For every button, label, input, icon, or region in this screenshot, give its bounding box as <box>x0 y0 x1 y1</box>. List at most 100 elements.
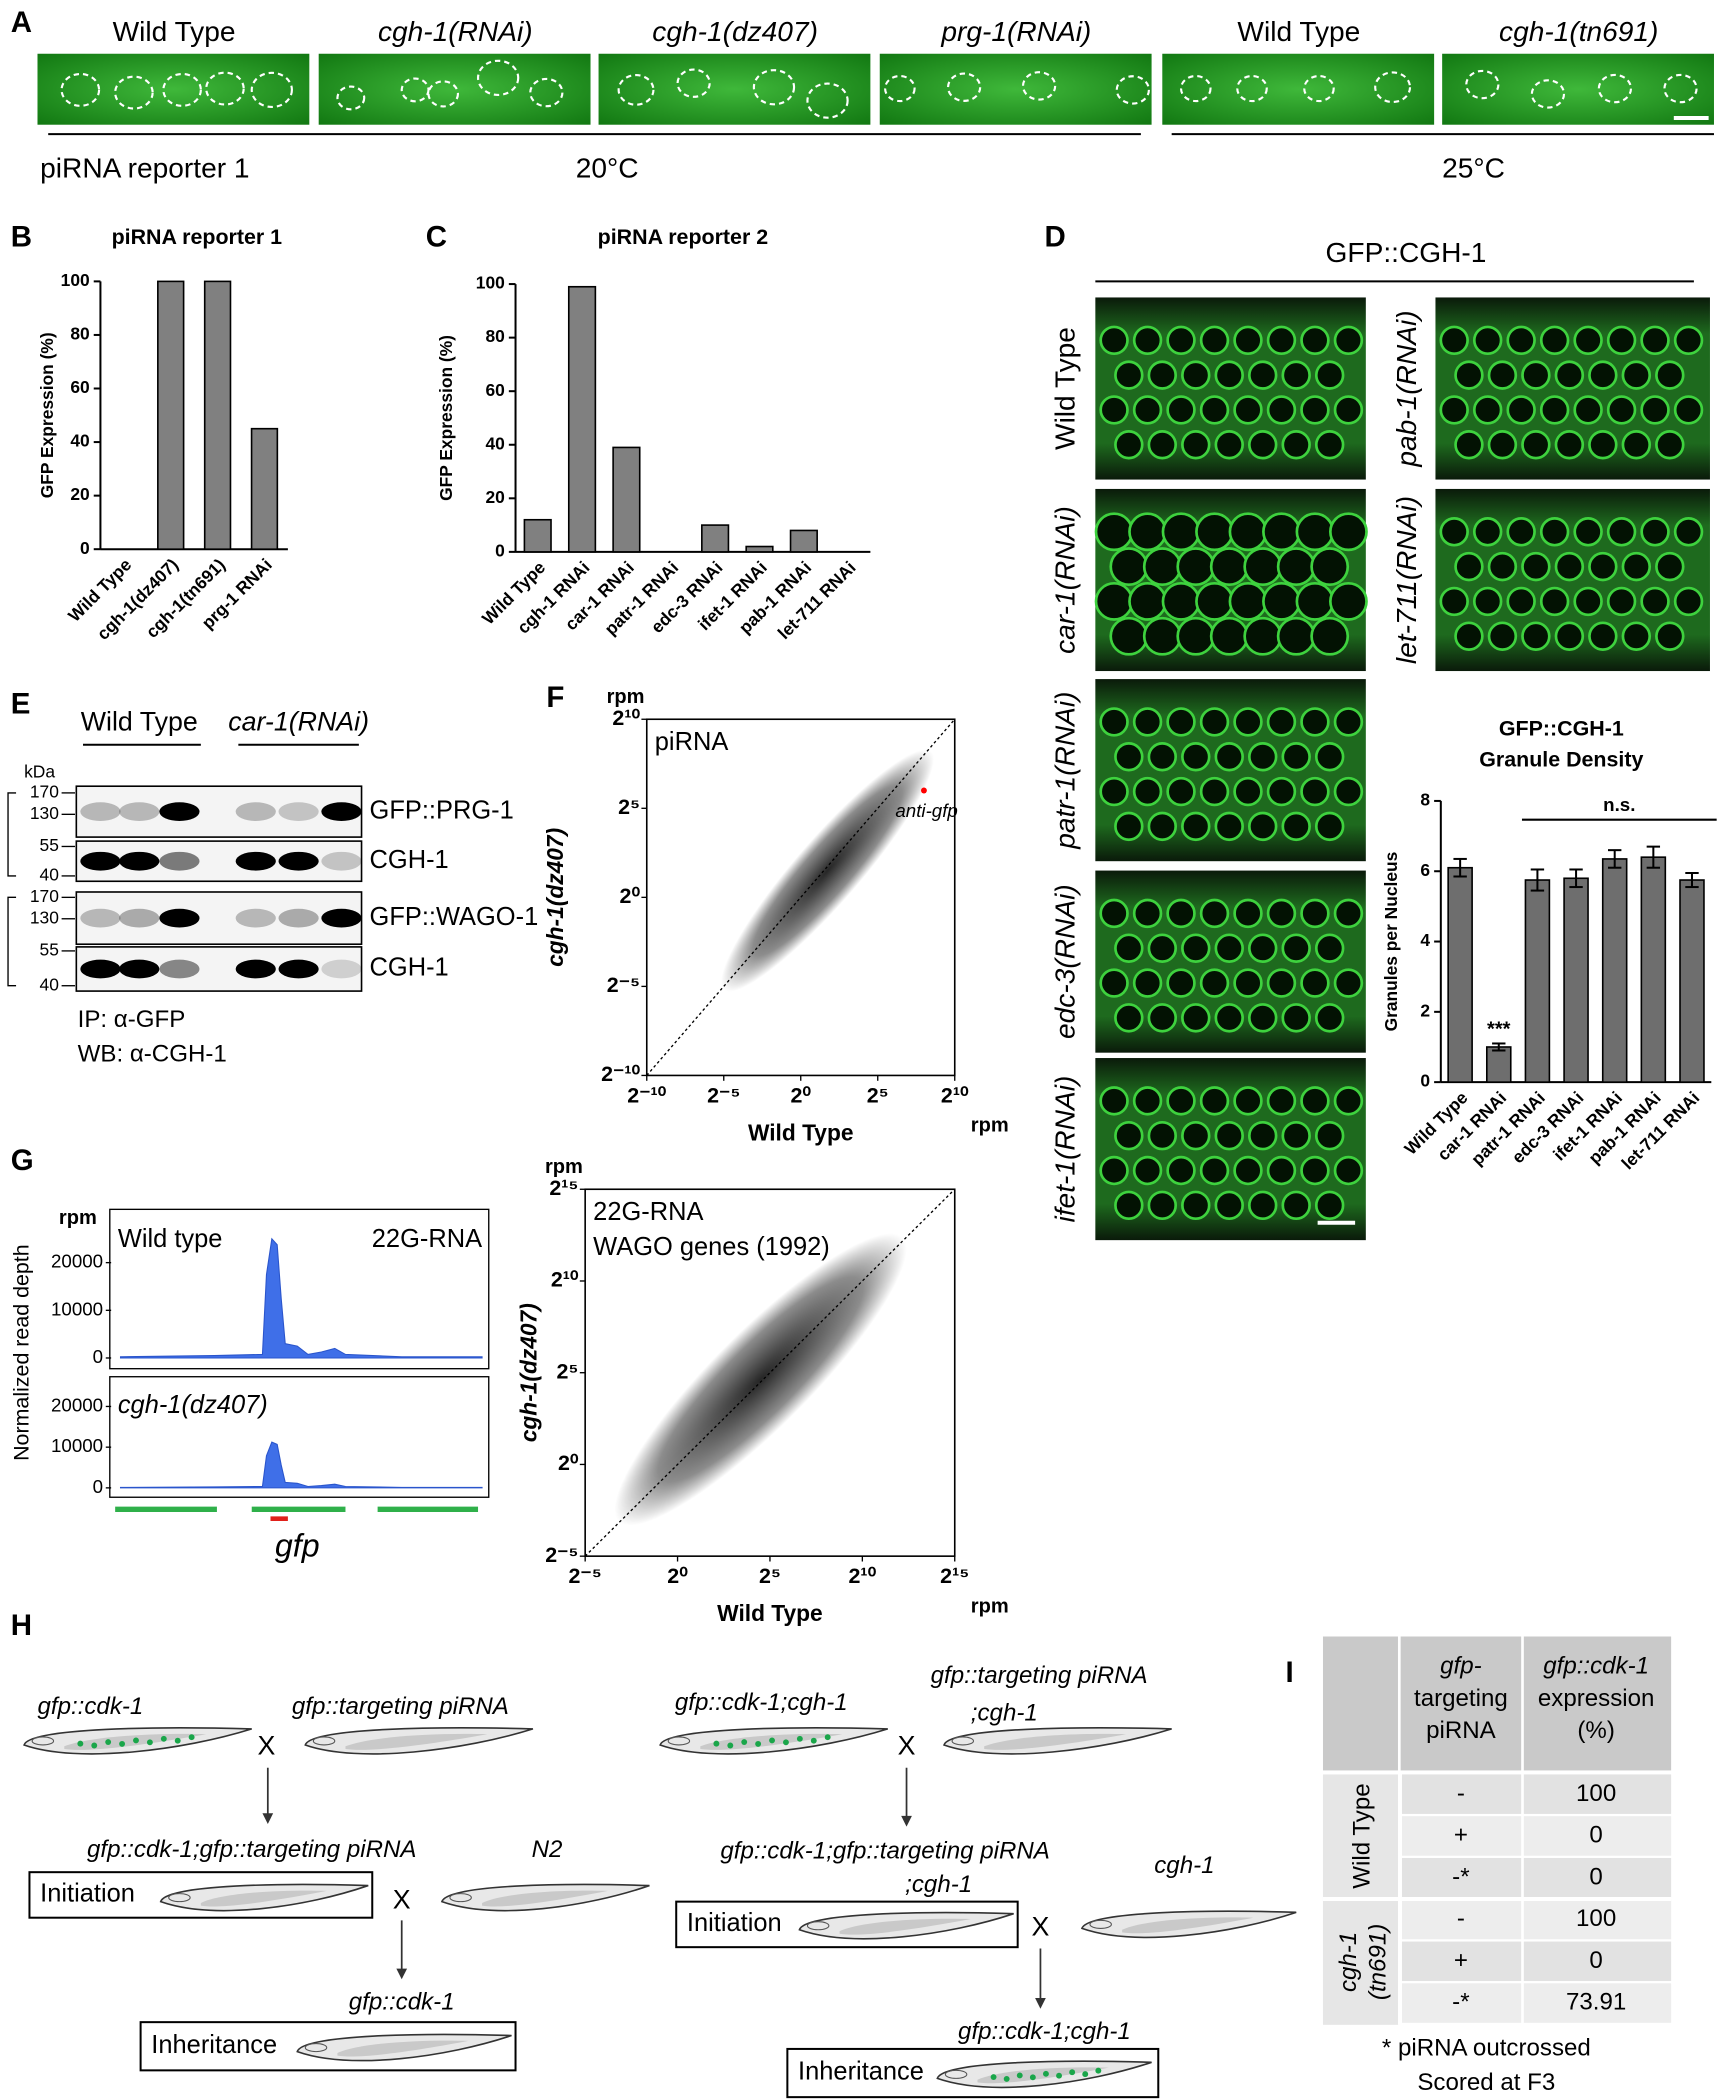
y-tick-label: 2⁵ <box>618 795 640 819</box>
nucleus <box>1181 360 1211 390</box>
panel-label: E <box>11 688 31 721</box>
gfp-nucleus <box>769 1737 775 1744</box>
group-label: Wild Type <box>81 706 198 736</box>
nucleus <box>1673 325 1704 356</box>
nucleus <box>1276 547 1316 587</box>
y-axis-label: GFP Expression (%) <box>37 332 57 498</box>
pharynx <box>667 1736 691 1746</box>
nucleus <box>1640 325 1670 356</box>
nucleus <box>1132 1086 1163 1116</box>
nucleus <box>1247 430 1278 460</box>
nucleus <box>1300 325 1330 356</box>
nucleus <box>1310 616 1350 656</box>
x-tick-label: 2⁰ <box>791 1084 812 1108</box>
nucleus <box>1588 430 1618 460</box>
bar <box>612 446 641 553</box>
axis-unit: rpm <box>545 1156 583 1178</box>
nucleus <box>1673 586 1704 617</box>
marker-label: 170 <box>30 781 59 801</box>
gfp-nucleus <box>810 1737 817 1744</box>
nucleus <box>1247 1003 1278 1033</box>
nucleus <box>1243 616 1283 656</box>
blot-band <box>119 851 160 871</box>
nucleus <box>1094 582 1134 621</box>
table-header-cell: (%) <box>1577 1717 1614 1744</box>
panel-label: C <box>426 220 447 253</box>
bar <box>1447 866 1473 1083</box>
nucleus <box>1247 360 1278 390</box>
point-cloud <box>721 749 934 992</box>
table-header <box>1322 1636 1672 1771</box>
nucleus <box>1439 517 1469 547</box>
nucleus <box>1233 898 1263 929</box>
nucleus <box>1166 325 1196 356</box>
nucleus <box>1454 621 1484 651</box>
nucleus <box>1147 1003 1178 1033</box>
gonad <box>345 1733 488 1750</box>
table-row <box>1401 1816 1672 1856</box>
nucleus <box>1161 582 1201 621</box>
blot-band <box>159 851 200 871</box>
coverage <box>119 1441 483 1489</box>
nucleus <box>1214 360 1244 390</box>
axis-unit: rpm <box>971 1595 1009 1617</box>
blot-band <box>159 802 200 822</box>
track-frame <box>109 1376 490 1498</box>
table-group-label: Wild Type <box>1349 1783 1376 1888</box>
gfp-nucleus <box>741 1739 748 1745</box>
footnote: Scored at F3 <box>1417 2069 1555 2096</box>
marker-label: 40 <box>40 865 59 885</box>
nucleus-outline <box>806 82 849 119</box>
nucleus <box>1176 616 1216 656</box>
panel-label: H <box>11 1609 32 1642</box>
bar <box>1679 879 1705 1083</box>
nucleus <box>1166 776 1196 807</box>
nucleus <box>1166 1155 1196 1186</box>
nucleus <box>1655 621 1685 651</box>
blot <box>75 891 363 946</box>
nucleus <box>1521 551 1551 582</box>
y-tick-label: 2 <box>1420 1000 1430 1020</box>
gfp-nucleus <box>174 1737 181 1744</box>
genotype: gfp::cdk-1 <box>349 1989 455 2016</box>
nucleus <box>1195 582 1234 621</box>
nucleus <box>1521 360 1551 390</box>
nucleus <box>1099 968 1129 998</box>
condition-label: prg-1(RNAi) <box>940 16 1091 47</box>
condition-label: car-1(RNAi) <box>1050 506 1081 654</box>
nucleus <box>1166 395 1196 425</box>
point-label: anti-gfp <box>895 800 958 821</box>
genotype: ;cgh-1 <box>905 1871 972 1898</box>
reporter-label: piRNA reporter 1 <box>40 153 249 184</box>
nucleus <box>1573 325 1603 356</box>
y-tick-label: 2⁵ <box>557 1359 579 1383</box>
nucleus-outline <box>427 80 460 108</box>
nucleus <box>1214 742 1244 772</box>
marker-label: 130 <box>30 803 59 823</box>
y-tick-label: 2⁻¹⁰ <box>601 1062 640 1086</box>
gonad <box>839 1918 971 1935</box>
nucleus <box>1099 325 1129 356</box>
nucleus <box>1454 551 1484 582</box>
nucleus <box>1247 742 1278 772</box>
gfp-nucleus <box>727 1742 734 1749</box>
nucleus <box>1114 1120 1144 1151</box>
bar <box>523 518 552 553</box>
nucleus <box>1132 1155 1163 1186</box>
nucleus-outline <box>162 72 202 107</box>
nucleus <box>1214 430 1244 460</box>
y-tick-label: 100 <box>61 270 90 290</box>
marker-label: 170 <box>30 886 59 906</box>
genotype: gfp::targeting piRNA <box>931 1662 1148 1689</box>
nucleus <box>1314 811 1345 842</box>
genotype: gfp::cdk-1;gfp::targeting piRNA <box>720 1837 1049 1864</box>
nucleus <box>1099 395 1129 425</box>
x-axis-label: Wild Type <box>717 1600 823 1626</box>
y-tick-label: 20000 <box>51 1394 103 1415</box>
stage-box <box>675 1900 1019 1949</box>
nucleus <box>1233 325 1263 356</box>
x-tick-label: 2⁵ <box>867 1084 889 1108</box>
gfp-nucleus <box>824 1734 831 1741</box>
nucleus <box>1233 1155 1263 1186</box>
table-row <box>1401 1774 1672 1814</box>
